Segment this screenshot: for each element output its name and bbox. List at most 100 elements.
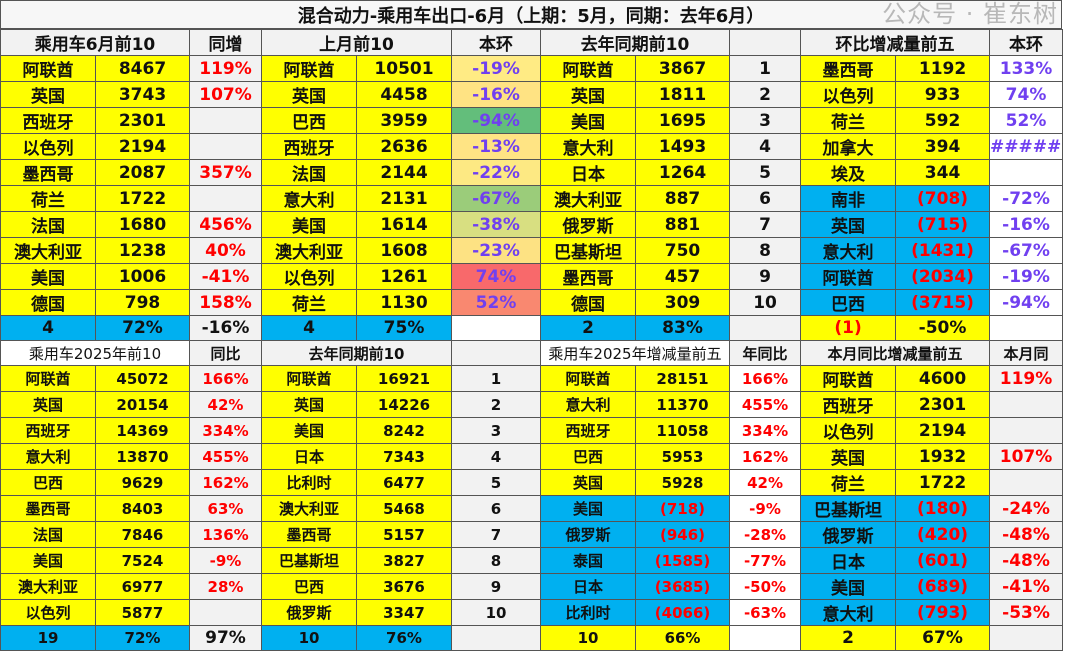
table-cell: 墨西哥	[540, 263, 637, 290]
table-cell: 意大利	[540, 133, 637, 160]
table-row: 美国 7524 -9% 巴基斯坦 3827 8 泰国 (1585) -77% 日本 (601) -48…	[0, 547, 1064, 574]
table-cell: 1006	[95, 263, 190, 290]
total-cell: -50%	[895, 315, 991, 341]
table-cell: 比利时	[261, 469, 357, 496]
table-cell: 2301	[895, 391, 991, 418]
column-header	[729, 29, 802, 56]
table-cell: 墨西哥	[261, 521, 357, 548]
table-cell: -28%	[729, 521, 802, 548]
table-cell: 阿联酋	[800, 263, 897, 290]
table-cell: 日本	[800, 547, 897, 574]
table-cell: 巴基斯坦	[540, 237, 637, 264]
table-cell: 英国	[0, 391, 96, 418]
table-cell: 3867	[635, 55, 731, 82]
total-cell: 66%	[635, 625, 731, 651]
table-cell: 107%	[189, 81, 262, 108]
table-cell: 8242	[355, 417, 453, 444]
total-cell	[989, 315, 1064, 341]
table-cell: 9	[451, 573, 542, 600]
table-cell: -63%	[729, 599, 802, 626]
table-cell: 394	[895, 133, 991, 160]
table-cell: 美国	[800, 573, 897, 600]
table-cell: 俄罗斯	[261, 599, 357, 626]
table-cell: 1608	[355, 237, 453, 264]
total-cell: 72%	[95, 625, 190, 651]
table-cell: 10501	[355, 55, 453, 82]
table-cell: 1493	[635, 133, 731, 160]
table-cell: 比利时	[540, 599, 637, 626]
table-row: 英国 3743 107% 英国 4458 -16% 英国 1811 2 以色列 933 74%	[0, 81, 1064, 108]
total-cell: 2	[800, 625, 897, 651]
table-cell: 5953	[635, 443, 731, 470]
table-cell: 巴基斯坦	[800, 495, 897, 522]
table-cell: 1192	[895, 55, 991, 82]
total-cell: 76%	[355, 625, 453, 651]
table-cell: (689)	[895, 573, 991, 600]
table-cell: 8	[729, 237, 802, 264]
top-header-row: 乘用车6月前10 同增 上月前10 本环 去年同期前10 环比增减量前五 本环	[0, 29, 1064, 56]
table-cell: 6977	[95, 573, 190, 600]
table-cell: 巴基斯坦	[261, 547, 357, 574]
table-cell: 1238	[95, 237, 190, 264]
bottom-total-row: 19 72% 97% 10 76% 10 66% 2 67%	[0, 625, 1064, 651]
table-cell: -94%	[989, 289, 1064, 316]
table-cell	[989, 417, 1064, 444]
table-cell: 巴西	[261, 573, 357, 600]
table-cell: 20154	[95, 391, 190, 418]
table-cell: 以色列	[261, 263, 357, 290]
table-cell: 意大利	[800, 237, 897, 264]
table-cell: 日本	[540, 159, 637, 186]
table-cell: 2	[451, 391, 542, 418]
table-cell: 3676	[355, 573, 453, 600]
table-cell: 52%	[989, 107, 1064, 134]
table-cell: 2636	[355, 133, 453, 160]
table-cell: 158%	[189, 289, 262, 316]
bottom-header-row: 乘用车2025年前10 同比 去年同期前10 乘用车2025年增减量前五 年同比 本月同比…	[0, 340, 1064, 366]
table-cell: 1722	[95, 185, 190, 212]
table-cell: 埃及	[800, 159, 897, 186]
table-cell: 7846	[95, 521, 190, 548]
table-cell: 2194	[895, 417, 991, 444]
table-cell: 以色列	[800, 417, 897, 444]
total-cell: 72%	[95, 315, 190, 341]
table-cell: 107%	[989, 443, 1064, 470]
table-cell: 7343	[355, 443, 453, 470]
table-cell: (715)	[895, 211, 991, 238]
table-cell: 1261	[355, 263, 453, 290]
table-cell: -19%	[989, 263, 1064, 290]
table-cell: 意大利	[540, 391, 637, 418]
column-header: 环比增减量前五	[800, 29, 991, 56]
total-cell: 75%	[355, 315, 453, 341]
table-cell: -38%	[451, 211, 542, 238]
table-cell: 意大利	[0, 443, 96, 470]
table-cell: 日本	[261, 443, 357, 470]
table-cell	[989, 469, 1064, 496]
column-header: 本环	[451, 29, 542, 56]
table-cell: 309	[635, 289, 731, 316]
table-cell: 166%	[189, 365, 262, 392]
column-header: 同增	[189, 29, 262, 56]
table-cell: 3347	[355, 599, 453, 626]
table-cell: 澳大利亚	[0, 237, 96, 264]
table-cell: 美国	[540, 107, 637, 134]
total-cell: 97%	[189, 625, 262, 651]
table-cell: 7	[451, 521, 542, 548]
column-header	[451, 340, 542, 366]
table-cell: 28151	[635, 365, 731, 392]
table-cell: -94%	[451, 107, 542, 134]
table-cell: 以色列	[0, 599, 96, 626]
table-row: 德国 798 158% 荷兰 1130 52% 德国 309 10 巴西 (3715) -94%	[0, 289, 1064, 316]
table-cell: 1811	[635, 81, 731, 108]
table-cell: 泰国	[540, 547, 637, 574]
total-cell: (1)	[800, 315, 897, 341]
table-row: 西班牙 2301 巴西 3959 -94% 美国 1695 3 荷兰 592 52%	[0, 107, 1064, 134]
table-cell: 52%	[451, 289, 542, 316]
table-cell: -24%	[989, 495, 1064, 522]
table-cell: 2301	[95, 107, 190, 134]
table-cell: 美国	[540, 495, 637, 522]
table-cell: 14226	[355, 391, 453, 418]
table-cell: (718)	[635, 495, 731, 522]
column-header: 去年同期前10	[540, 29, 731, 56]
table-cell: -19%	[451, 55, 542, 82]
